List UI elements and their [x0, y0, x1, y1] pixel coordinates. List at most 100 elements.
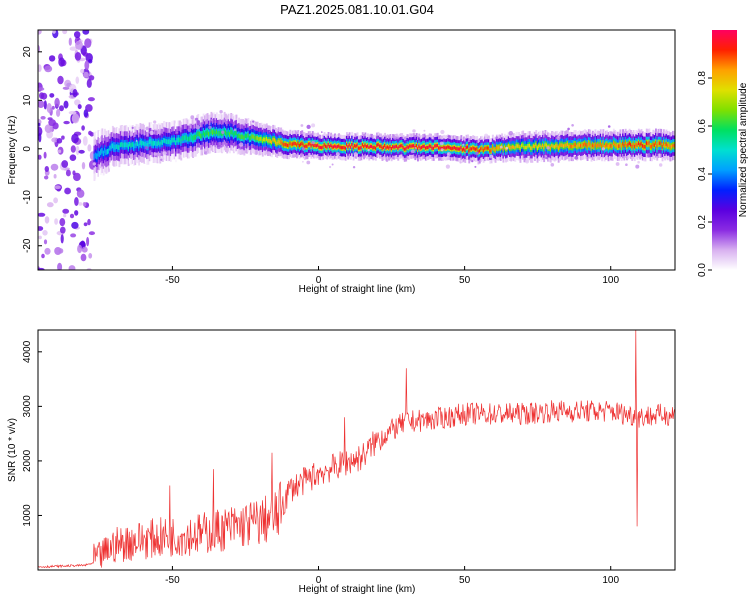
ridge-cell	[557, 146, 560, 150]
y-tick-label: 20	[22, 46, 33, 58]
noise-blob	[61, 135, 65, 140]
noise-blob	[82, 30, 90, 35]
ridge-cell	[102, 150, 105, 157]
ridge-cell	[209, 131, 212, 137]
ridge-cell	[104, 147, 106, 154]
x-tick-label: 0	[316, 275, 322, 286]
ridge-cell	[552, 144, 555, 148]
ridge-cell	[413, 144, 415, 148]
ridge-cell	[451, 146, 454, 151]
ridge-cell	[468, 149, 471, 153]
ridge-cell	[97, 150, 100, 157]
ridge-cell	[313, 144, 315, 148]
scatter-dot	[440, 129, 445, 135]
ridge-cell	[411, 144, 414, 148]
ridge-cell	[507, 144, 510, 148]
ridge-cell	[380, 144, 383, 148]
ridge-cell	[240, 134, 243, 139]
scatter-dot	[176, 131, 179, 134]
ridge-cell	[381, 146, 384, 150]
noise-blob	[62, 86, 70, 90]
ridge-cell	[169, 140, 172, 145]
ridge-cell	[140, 141, 143, 146]
noise-blob	[78, 149, 85, 154]
ridge-cell	[543, 145, 546, 150]
ridge-cell	[520, 143, 523, 148]
ridge-cell	[267, 138, 269, 143]
ridge-cell	[148, 139, 151, 145]
ridge-cell	[532, 144, 535, 148]
noise-blob	[46, 103, 52, 113]
ridge-cell	[513, 145, 515, 149]
ridge-cell	[343, 145, 346, 150]
spectrogram-image	[38, 30, 675, 270]
scatter-dot	[499, 145, 503, 149]
ridge-cell	[138, 143, 141, 149]
ridge-cell	[261, 138, 264, 143]
ridge-cell	[544, 142, 547, 147]
colorbar-ticks: 0.0 0.2 0.4 0.6 0.8	[697, 71, 712, 277]
scatter-dot	[144, 146, 148, 150]
ridge-cell	[439, 146, 442, 150]
ridge-cell	[467, 145, 469, 149]
x-tick-label: -50	[165, 275, 180, 286]
ridge-cell	[361, 143, 364, 147]
ridge-cell	[210, 128, 213, 134]
scatter-dot	[376, 136, 380, 140]
snr-panel: -50 0 50 100 1000 2000 3000 4000 Height of stra…	[7, 329, 676, 595]
ridge-cell	[250, 135, 252, 140]
ridge-cell	[347, 145, 350, 149]
ridge-cell	[409, 144, 411, 148]
ridge-cell	[356, 143, 359, 147]
ridge-cell	[622, 141, 624, 146]
ridge-cell	[371, 144, 373, 149]
colorbar-scale	[712, 30, 737, 270]
ridge-cell	[139, 140, 142, 145]
snr-series-line	[38, 330, 675, 569]
noise-blob	[77, 244, 83, 254]
noise-blob	[57, 149, 62, 154]
scatter-dot	[220, 145, 223, 147]
scatter-dot	[439, 141, 444, 146]
ridge-cell	[388, 146, 390, 150]
ridge-cell	[443, 145, 446, 149]
ridge-cell	[351, 143, 354, 147]
ridge-cell	[159, 141, 162, 147]
scatter-dot	[471, 160, 474, 163]
ridge-cell	[497, 146, 500, 150]
scatter-dot	[567, 127, 570, 131]
noise-blob	[63, 120, 70, 125]
ridge-cell	[98, 151, 101, 157]
noise-blob	[40, 116, 46, 120]
noise-blob	[82, 202, 87, 207]
snr-ticks: -50 0 50 100 1000 2000 3000 4000	[22, 340, 619, 586]
ridge-cell	[519, 146, 522, 151]
ridge-cell	[284, 142, 287, 147]
ridge-cell	[326, 145, 329, 149]
scatter-dot	[221, 130, 225, 134]
noise-blob	[48, 55, 56, 62]
noise-blob	[58, 57, 65, 67]
ridge-cell	[624, 141, 627, 146]
ridge-cell	[470, 147, 473, 151]
ridge-cell	[602, 142, 605, 146]
noise-blob	[83, 222, 88, 227]
scatter-dot	[423, 129, 426, 132]
ridge-cell	[445, 146, 448, 150]
ridge-cell	[113, 144, 116, 150]
ridge-cell	[189, 134, 192, 140]
scatter-dot	[304, 132, 306, 135]
ridge-cell	[334, 144, 336, 148]
ridge-cell	[368, 146, 371, 150]
noise-blob	[68, 110, 77, 115]
ridge-cell	[382, 145, 385, 149]
ridge-cell	[447, 145, 450, 149]
ridge-cell	[428, 144, 431, 148]
ridge-cell	[494, 148, 497, 152]
ridge-cell	[668, 143, 670, 148]
scatter-dot	[208, 125, 212, 129]
ridge-cell	[530, 146, 532, 150]
ridge-cell	[171, 138, 173, 143]
noise-blob	[88, 253, 93, 259]
y-tick-label: 10	[22, 94, 33, 106]
